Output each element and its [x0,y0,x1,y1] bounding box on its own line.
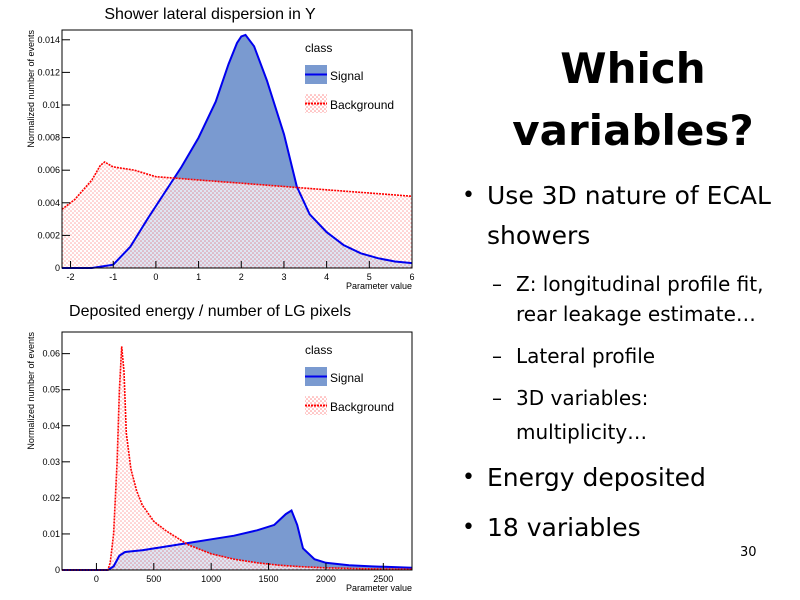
plot-frame [61,331,413,571]
legend-title: class [305,41,332,55]
x-tick-label: 2500 [373,574,393,584]
y-tick-label: 0 [55,263,60,273]
y-tick-label: 0.01 [42,100,60,110]
subbullet-dash-icon: – [492,272,502,296]
subbullet-dash-icon: – [492,344,502,368]
y-tick-label: 0.06 [42,349,60,359]
chart-title: Deposited energy / number of LG pixels [69,303,351,320]
y-tick-label: 0.05 [42,385,60,395]
chart-deposited-energy: Deposited energy / number of LG pixels 0… [0,300,420,600]
x-tick-label: 1 [196,272,201,282]
bullet-text: Use 3D nature of ECAL [487,181,771,210]
x-tick-label: 2 [239,272,244,282]
slide-title-line1: Which [560,44,706,93]
y-tick-label: 0.008 [37,133,60,143]
y-tick-label: 0.02 [42,493,60,503]
x-tick-label: -1 [109,272,117,282]
subbullet-text: 3D variables: [516,386,649,410]
y-tick-label: 0.01 [42,529,60,539]
legend: class Signal Background [305,343,394,415]
y-tick-label: 0.004 [37,198,60,208]
subbullet-text-cont: multiplicity… [516,420,648,444]
slide-title: Which variables? [470,38,796,162]
x-tick-label: 4 [324,272,329,282]
x-tick-label: 6 [409,272,414,282]
chart-svg: 0 500 1000 1500 2000 2500 0 0.01 0.02 0.03 0.04 0.0… [26,331,413,593]
bullet-dot-icon: • [462,465,475,490]
x-tick-label: 1500 [259,574,279,584]
y-tick-label: 0.006 [37,165,60,175]
legend-signal-label: Signal [330,371,363,385]
subbullet-text: Lateral profile [516,344,656,368]
legend: class Signal Background [305,41,394,113]
x-tick-label: -2 [67,272,75,282]
series-signal-line [62,33,413,269]
chart-svg: -2 -1 0 1 2 3 4 5 6 0 0.002 0.004 0.006 0.008 0.01 0.01… [26,29,415,291]
chart-lateral-dispersion: Shower lateral dispersion in Y -2 -1 0 1 2 3 4… [0,0,420,300]
subbullet-dash-icon: – [492,386,502,410]
x-axis-label: Parameter value [346,281,412,291]
legend-background-label: Background [330,400,394,414]
y-tick-label: 0.04 [42,421,60,431]
subbullet-text: Z: longitudinal profile fit, [516,272,764,296]
x-tick-label: 5 [367,272,372,282]
y-tick-label: 0.014 [37,35,60,45]
legend-background-label: Background [330,98,394,112]
x-tick-label: 2000 [316,574,336,584]
subbullet-text-cont: rear leakage estimate… [516,302,756,326]
x-tick-label: 0 [94,574,99,584]
page-number: 30 [740,545,757,560]
bullet-text: 18 variables [487,513,641,542]
chart-title: Shower lateral dispersion in Y [104,6,316,23]
x-tick-label: 500 [146,574,161,584]
x-tick-label: 0 [153,272,158,282]
series-background-line [61,161,413,210]
plot-frame [61,29,413,269]
bullet-dot-icon: • [462,183,475,208]
series-signal-line [62,509,413,571]
y-tick-label: 0.002 [37,230,60,240]
bullet-text: Energy deposited [487,463,706,492]
x-axis-label: Parameter value [346,583,412,593]
y-axis-label: Normalized number of events [26,30,36,148]
y-tick-label: 0 [55,565,60,575]
legend-title: class [305,343,332,357]
series-signal-area [62,34,412,269]
y-tick-label: 0.03 [42,457,60,467]
legend-signal-label: Signal [330,69,363,83]
series-background-line [62,346,413,571]
y-axis-label: Normalized number of events [26,332,36,450]
x-tick-label: 3 [281,272,286,282]
series-background-area [62,162,412,268]
y-tick-label: 0.012 [37,67,60,77]
slide-title-line2: variables? [512,106,754,155]
bullet-text-cont: showers [487,221,591,250]
x-tick-label: 1000 [201,574,221,584]
bullet-dot-icon: • [462,515,475,540]
